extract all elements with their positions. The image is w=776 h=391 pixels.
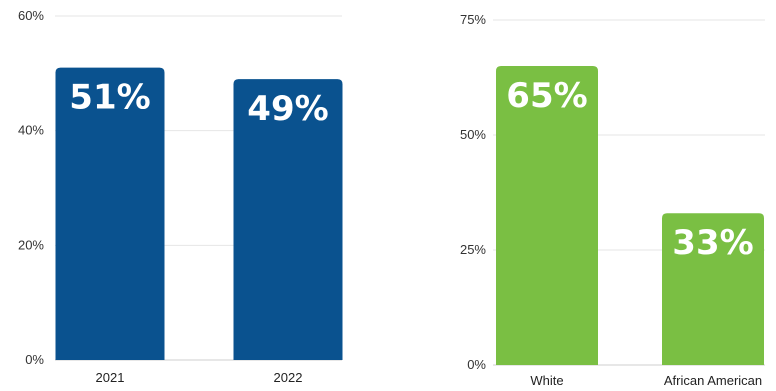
y-tick-label: 0% [467, 357, 486, 372]
category-label: 2021 [96, 370, 125, 385]
category-label: White [530, 373, 563, 388]
data-label: 51% [69, 78, 150, 118]
bar [496, 66, 598, 365]
y-tick-label: 20% [18, 237, 44, 252]
data-label: 33% [672, 223, 753, 263]
y-tick-label: 75% [460, 12, 486, 27]
chart-race: 0% 25% 50% 75% 65% White 33% African American [460, 12, 765, 388]
category-label: African American [664, 373, 762, 388]
y-tick-label: 0% [25, 352, 44, 367]
bar [55, 67, 165, 360]
y-tick-label: 60% [18, 8, 44, 23]
category-label: 2022 [274, 370, 303, 385]
y-tick-label: 40% [18, 123, 44, 138]
bar [233, 79, 343, 361]
chart-years: 0% 20% 40% 60% 51% 2021 49% 2022 [18, 8, 343, 385]
y-tick-label: 25% [460, 242, 486, 257]
data-label: 49% [247, 89, 328, 129]
y-tick-label: 50% [460, 127, 486, 142]
data-label: 65% [506, 76, 587, 116]
bar [662, 213, 764, 365]
